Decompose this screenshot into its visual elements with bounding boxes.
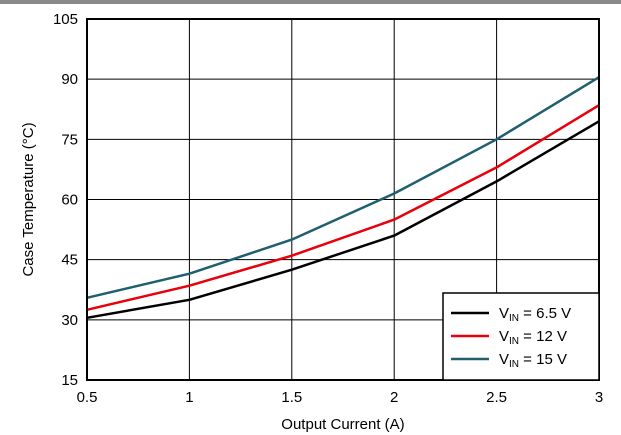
legend-entry-subscript: IN xyxy=(509,336,519,347)
legend-entry: VIN = 12 V xyxy=(499,328,567,347)
y-tick-label: 75 xyxy=(61,131,78,148)
plot-frame xyxy=(86,18,600,381)
x-tick-label: 2.5 xyxy=(486,389,507,406)
top-rule xyxy=(0,0,621,4)
y-tick-label: 60 xyxy=(61,192,78,209)
legend-entry-main: V xyxy=(499,351,509,368)
series-line-2 xyxy=(86,104,600,312)
y-axis-label: Case Temperature (°C) xyxy=(20,122,37,276)
legend-entry-value: = 12 V xyxy=(519,328,567,345)
x-tick-label: 1 xyxy=(185,389,193,406)
x-axis-label: Output Current (A) xyxy=(281,416,404,433)
series-line-1 xyxy=(86,120,600,320)
y-tick-label: 90 xyxy=(61,71,78,88)
y-tick-label: 15 xyxy=(61,372,78,389)
x-tick-label: 0.5 xyxy=(77,389,98,406)
legend-entry-main: V xyxy=(499,305,509,322)
legend-entry-main: V xyxy=(499,328,509,345)
legend-entry-value: = 6.5 V xyxy=(519,305,571,322)
legend-entry-value: = 15 V xyxy=(519,351,567,368)
y-tick-label: 105 xyxy=(53,11,78,28)
y-tick-label: 45 xyxy=(61,252,78,269)
legend-entry: VIN = 15 V xyxy=(499,351,567,370)
legend-entry-subscript: IN xyxy=(509,359,519,370)
series-lines xyxy=(86,76,600,320)
series-line-3 xyxy=(86,76,600,300)
x-tick-label: 2 xyxy=(390,389,398,406)
x-tick-label: 3 xyxy=(595,389,603,406)
y-tick-labels: 15 30 45 60 75 90 105 xyxy=(53,11,78,389)
legend-entry-subscript: IN xyxy=(509,313,519,324)
y-tick-label: 30 xyxy=(61,312,78,329)
x-tick-labels: 0.5 1 1.5 2 2.5 3 xyxy=(77,389,604,406)
x-tick-label: 1.5 xyxy=(281,389,302,406)
legend-entry: VIN = 6.5 V xyxy=(499,305,571,324)
